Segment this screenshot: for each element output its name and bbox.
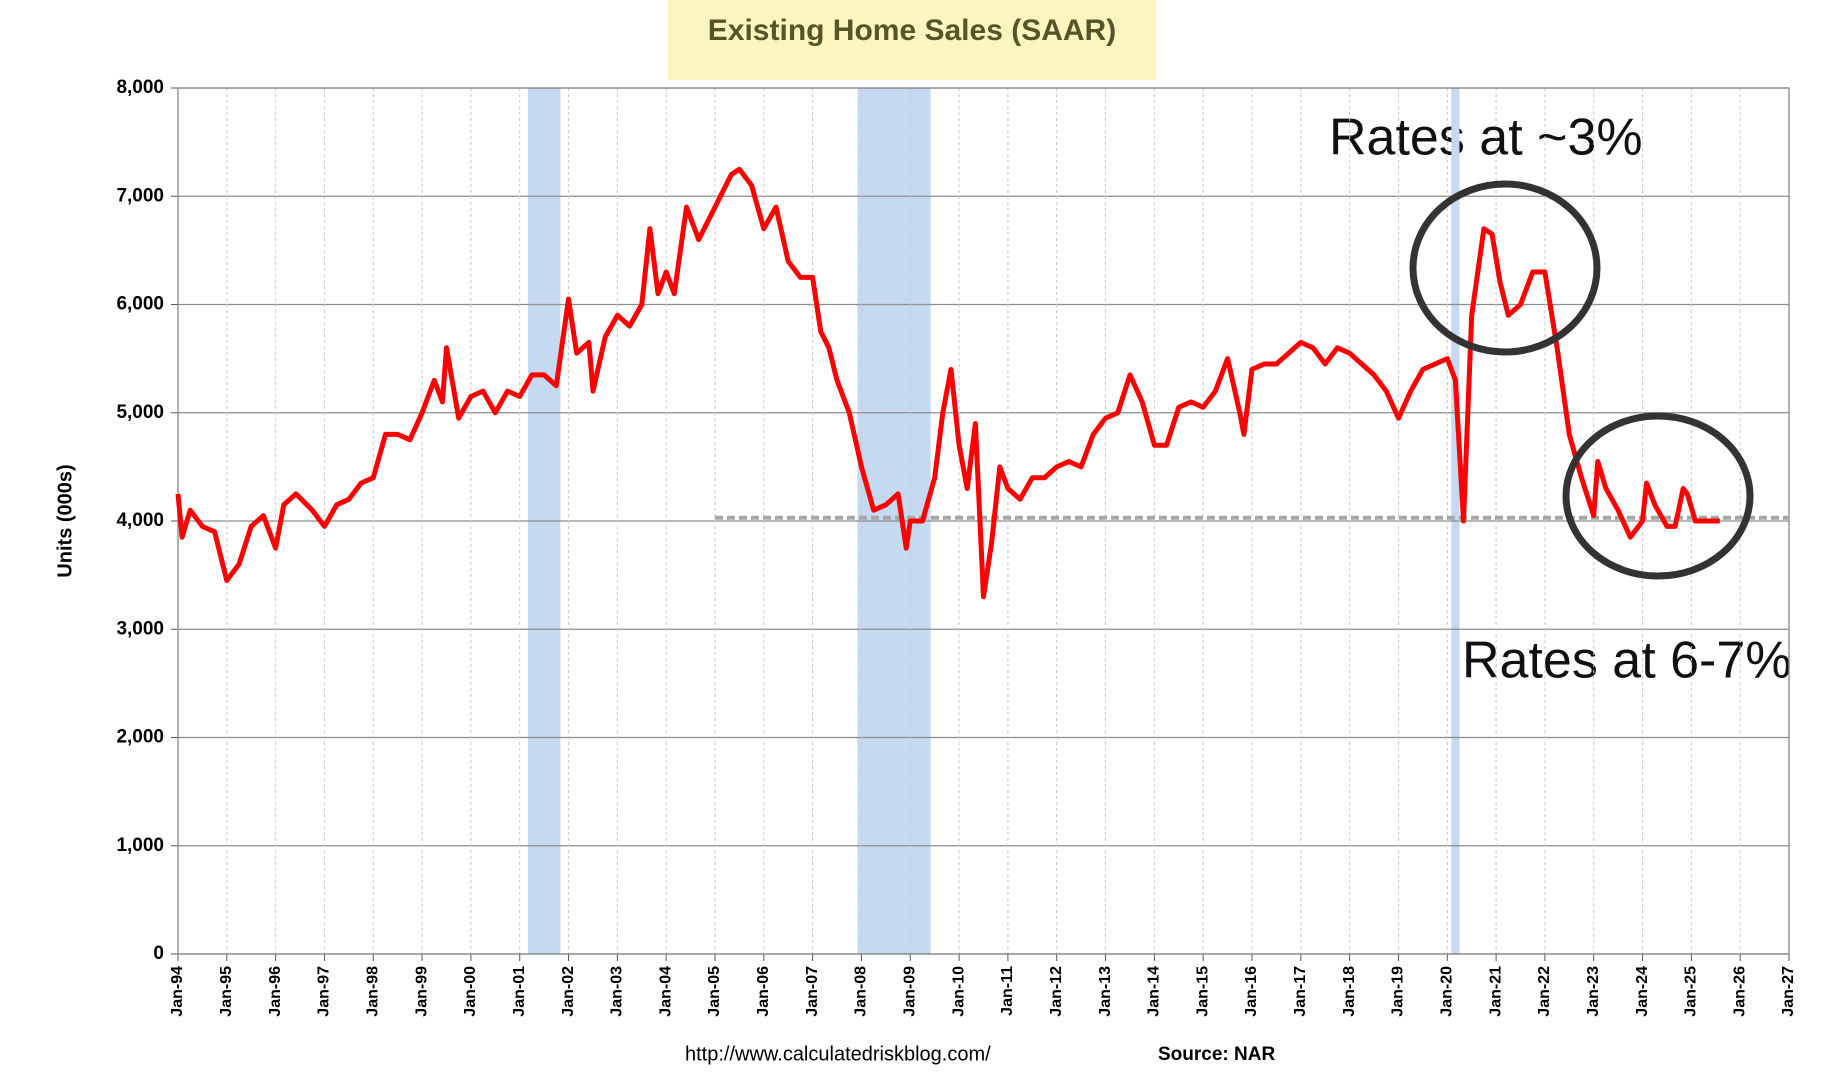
title-background xyxy=(668,0,1156,80)
x-tick-label: Jan-08 xyxy=(853,966,870,1017)
x-tick-label: Jan-09 xyxy=(901,966,918,1017)
x-tick-label: Jan-24 xyxy=(1634,966,1651,1017)
x-tick-label: Jan-19 xyxy=(1390,966,1407,1017)
x-tick-label: Jan-98 xyxy=(364,966,381,1017)
annotation: Rates at 6-7% xyxy=(1462,632,1792,690)
y-tick-label: 4,000 xyxy=(116,510,164,531)
x-tick-label: Jan-97 xyxy=(316,966,333,1017)
x-tick-label: Jan-26 xyxy=(1731,966,1748,1017)
x-tick-label: Jan-15 xyxy=(1194,966,1211,1017)
y-tick-label: 8,000 xyxy=(116,77,164,98)
x-tick-label: Jan-94 xyxy=(169,966,186,1017)
y-axis-label: Units (000s) xyxy=(54,464,76,577)
x-tick-label: Jan-07 xyxy=(804,966,821,1017)
x-tick-label: Jan-16 xyxy=(1243,966,1260,1017)
plot-area: 0 1,000 2,000 3,000 4,000 5,000 6,000 7,000 8,00… xyxy=(116,77,1797,1017)
x-tick-label: Jan-10 xyxy=(950,966,967,1017)
x-tick-label: Jan-01 xyxy=(511,966,528,1017)
annotation: Rates at ~3% xyxy=(1329,109,1643,167)
x-tick-label: Jan-21 xyxy=(1487,966,1504,1017)
x-tick-label: Jan-13 xyxy=(1097,966,1114,1017)
y-tick-label: 1,000 xyxy=(116,835,164,856)
x-tick-label: Jan-27 xyxy=(1780,966,1797,1017)
highlight-circle xyxy=(1562,412,1754,580)
source: Source: NAR xyxy=(1158,1044,1275,1065)
x-tick-label: Jan-18 xyxy=(1341,966,1358,1017)
x-tick-label: Jan-03 xyxy=(609,966,626,1017)
y-tick-label: 7,000 xyxy=(116,185,164,206)
y-tick-label: 2,000 xyxy=(116,727,164,748)
x-tick-label: Jan-23 xyxy=(1585,966,1602,1017)
x-tick-label: Jan-02 xyxy=(560,966,577,1017)
x-tick-label: Jan-05 xyxy=(706,966,723,1017)
x-tick-label: Jan-00 xyxy=(462,966,479,1017)
x-tick-label: Jan-20 xyxy=(1438,966,1455,1017)
x-tick-label: Jan-12 xyxy=(1048,966,1065,1017)
data-line xyxy=(175,166,1720,600)
chart-title: Existing Home Sales (SAAR) xyxy=(708,14,1116,47)
y-tick-label: 6,000 xyxy=(116,294,164,315)
x-tick-label: Jan-11 xyxy=(999,966,1016,1016)
y-tick-label: 3,000 xyxy=(116,618,164,639)
highlight-circle xyxy=(1409,180,1601,356)
x-tick-label: Jan-14 xyxy=(1146,966,1163,1017)
x-tick-label: Jan-95 xyxy=(218,966,235,1017)
x-tick-label: Jan-17 xyxy=(1292,966,1309,1017)
x-tick-label: Jan-04 xyxy=(657,966,674,1017)
x-tick-label: Jan-22 xyxy=(1536,966,1553,1017)
x-tick-label: Jan-99 xyxy=(413,966,430,1017)
x-tick-label: Jan-96 xyxy=(267,966,284,1017)
y-tick-label: 5,000 xyxy=(116,402,164,423)
source-url: http://www.calculatedriskblog.com/ xyxy=(685,1043,991,1065)
x-tick-label: Jan-25 xyxy=(1683,966,1700,1017)
y-tick-label: 0 xyxy=(153,943,164,964)
plot-frame xyxy=(177,87,1790,955)
x-tick-label: Jan-06 xyxy=(755,966,772,1017)
